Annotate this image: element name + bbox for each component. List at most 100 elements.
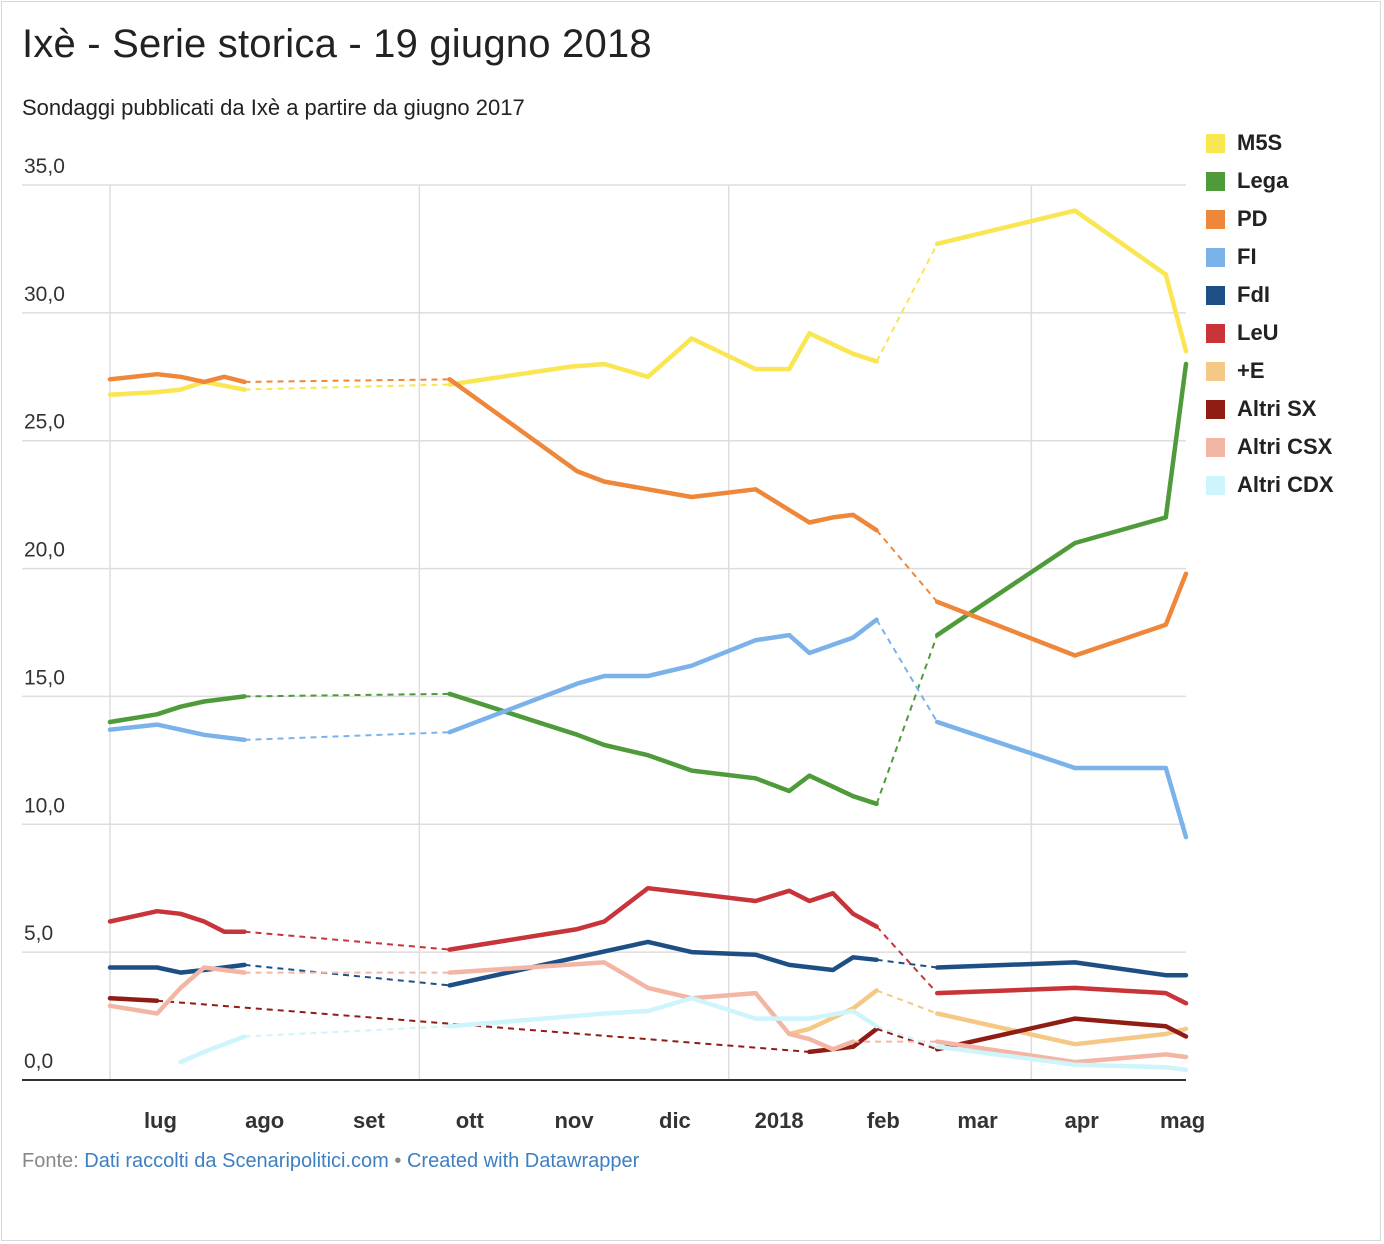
legend-swatch <box>1206 323 1225 343</box>
legend-item: FI <box>1206 238 1334 276</box>
series-gap-connector <box>876 1025 938 1048</box>
series-pd <box>107 371 1189 658</box>
legend-swatch <box>1206 247 1225 267</box>
series-lega <box>107 361 1189 807</box>
legend-item: LeU <box>1206 314 1334 352</box>
legend-label: Altri CDX <box>1237 472 1334 497</box>
legend-item: Lega <box>1206 162 1334 200</box>
series-gap-connector <box>244 731 450 741</box>
legend-swatch <box>1206 475 1225 495</box>
legend-swatch <box>1206 285 1225 305</box>
series-gap-connector <box>876 1027 938 1051</box>
x-tick-label: ott <box>456 1108 485 1133</box>
series-lines <box>107 208 1189 1073</box>
y-tick-label: 15,0 <box>24 666 65 689</box>
series-gap-connector <box>156 999 810 1053</box>
legend-item: Altri SX <box>1206 390 1334 428</box>
series-line <box>107 379 247 397</box>
series-gap-connector <box>244 1025 450 1038</box>
y-tick-label: 20,0 <box>24 539 65 562</box>
footer-separator: • <box>394 1150 402 1172</box>
legend-label: LeU <box>1237 320 1279 345</box>
legend-item: Altri CDX <box>1206 466 1334 504</box>
series-line <box>786 988 879 1037</box>
series-gap-connector <box>875 243 939 362</box>
series-line <box>934 1016 1189 1052</box>
chart-subtitle: Sondaggi pubblicati da Ixè a partire da … <box>22 95 525 120</box>
series-line <box>447 995 879 1029</box>
legend-item: Altri CSX <box>1206 428 1334 466</box>
x-tick-label: lug <box>144 1108 177 1133</box>
axes: 0,0 5,0 10,0 15,0 20,0 25,0 30,0 35,0 lug ago set o… <box>22 155 1205 1133</box>
legend-label: PD <box>1237 206 1268 231</box>
series-line <box>934 571 1189 658</box>
series-line <box>178 1034 247 1065</box>
series-line <box>447 885 879 952</box>
series-gap-connector <box>875 634 939 805</box>
series-line <box>934 719 1189 840</box>
series-line <box>934 1039 1189 1065</box>
series-m5s <box>107 208 1189 397</box>
legend-label: FdI <box>1237 282 1270 307</box>
legend-label: Altri CSX <box>1237 434 1333 459</box>
legend-item: PD <box>1206 200 1334 238</box>
footer: Fonte: Dati raccolti da Scenaripolitici.… <box>22 1150 639 1173</box>
series-altri-cdx <box>178 995 1189 1073</box>
series-line <box>447 960 856 1052</box>
series-line <box>107 371 247 385</box>
legend: M5S Lega PD FI FdI LeU +E Altri SX Altri CSX Altr… <box>1206 124 1334 504</box>
x-tick-label: 2018 <box>755 1108 804 1133</box>
x-tick-label: mar <box>957 1108 998 1133</box>
legend-label: Altri SX <box>1237 396 1317 421</box>
series-line <box>447 939 879 988</box>
series-line <box>447 377 879 533</box>
series-line <box>107 908 247 934</box>
series-gap-connector <box>876 989 938 1015</box>
series-gap-connector <box>244 383 450 391</box>
x-tick-label: dic <box>659 1108 691 1133</box>
x-tick-label: ago <box>245 1108 284 1133</box>
legend-item: +E <box>1206 352 1334 390</box>
x-tick-label: nov <box>554 1108 594 1133</box>
legend-swatch <box>1206 209 1225 229</box>
series-line <box>107 965 247 1016</box>
y-tick-label: 35,0 <box>24 155 65 178</box>
series-line <box>447 617 879 735</box>
series-line <box>447 691 879 807</box>
series-fdi <box>107 939 1189 988</box>
legend-item: FdI <box>1206 276 1334 314</box>
x-tick-label: apr <box>1065 1108 1100 1133</box>
legend-label: FI <box>1237 244 1257 269</box>
y-tick-label: 10,0 <box>24 794 65 817</box>
series-line <box>934 208 1189 354</box>
series-altri-csx <box>107 960 1189 1065</box>
legend-swatch <box>1206 171 1225 191</box>
source-link[interactable]: Dati raccolti da Scenaripolitici.com <box>84 1150 389 1172</box>
series-line <box>107 694 247 725</box>
y-tick-label: 5,0 <box>24 922 53 945</box>
series-fi <box>107 617 1189 840</box>
series-gap-connector <box>244 930 450 951</box>
series-altri-sx <box>107 995 1189 1055</box>
series-gap-connector <box>244 963 450 987</box>
series-line <box>447 331 879 387</box>
legend-swatch <box>1206 399 1225 419</box>
credit-link[interactable]: Created with Datawrapper <box>406 1150 640 1172</box>
x-tick-label: mag <box>1160 1108 1205 1133</box>
series-line <box>107 722 247 743</box>
legend-item: M5S <box>1206 124 1334 162</box>
legend-swatch <box>1206 133 1225 153</box>
x-tick-label: set <box>353 1108 385 1133</box>
series-leu <box>107 885 1189 1006</box>
y-tick-label: 25,0 <box>24 411 65 434</box>
legend-label: +E <box>1237 358 1265 383</box>
legend-label: Lega <box>1237 168 1289 193</box>
series-line <box>107 995 160 1003</box>
series-line <box>934 361 1189 638</box>
chart-title: Ixè - Serie storica - 19 giugno 2018 <box>22 22 652 66</box>
series-line <box>934 1044 1189 1073</box>
y-tick-label: 0,0 <box>24 1050 53 1073</box>
source-prefix: Fonte: <box>22 1150 79 1172</box>
legend-label: M5S <box>1237 130 1283 155</box>
